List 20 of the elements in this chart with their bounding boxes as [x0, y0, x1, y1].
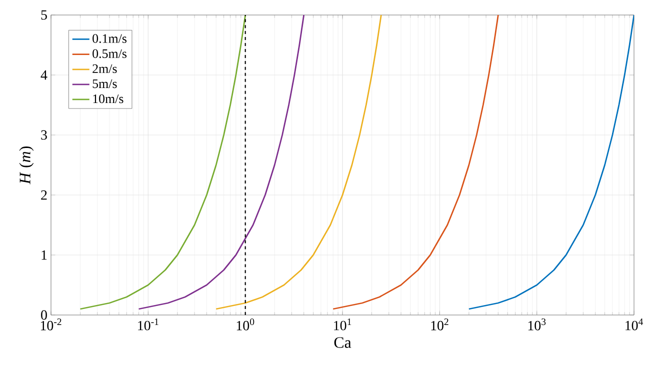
- x-tick-label: 10$^{-1}$: [138, 318, 158, 330]
- x-axis-title: Ca: [334, 337, 352, 348]
- y-tick-label: 2: [41, 190, 47, 200]
- y-tick-label: 0: [41, 310, 47, 320]
- y-tick-label: 4: [40, 70, 48, 80]
- legend-label: 10m/s: [93, 94, 124, 104]
- y-tick-label: 3: [41, 130, 47, 140]
- x-tick-label: 10$^{0}$: [236, 318, 254, 330]
- y-tick-label: 1: [42, 250, 47, 260]
- legend-label: 0.5m/s: [92, 49, 127, 58]
- x-tick-label: 10$^{4}$: [626, 318, 644, 330]
- x-tick-label: 10$^{-2}$: [40, 318, 62, 330]
- legend-label: 0.1m/s: [92, 34, 127, 43]
- x-tick-label: 10$^{2}$: [431, 318, 448, 330]
- legend-label: 5m/s: [92, 79, 117, 88]
- x-tick-label: 10$^{1}$: [334, 318, 352, 330]
- y-tick-label: 5: [41, 10, 47, 20]
- x-tick-label: 10$^{3}$: [528, 318, 546, 330]
- y-axis-title: H (m): [19, 146, 34, 184]
- legend-label: 2m/s: [92, 64, 117, 74]
